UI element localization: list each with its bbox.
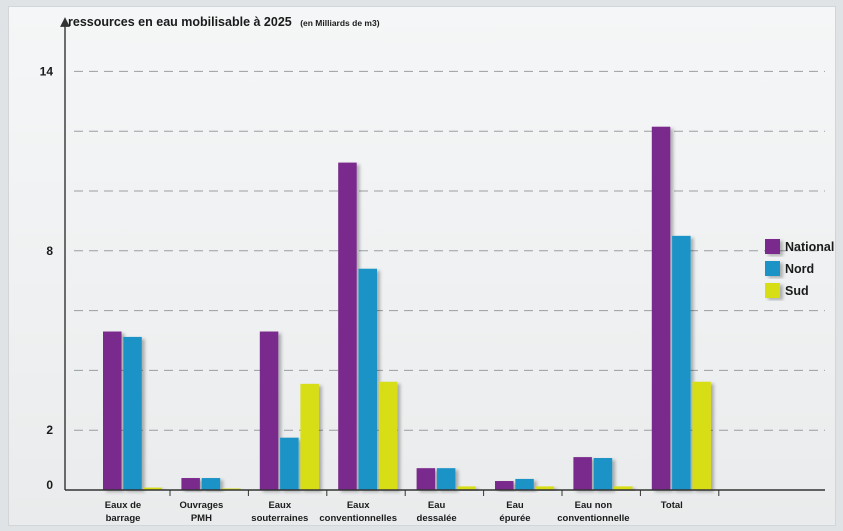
bar-nord <box>201 478 221 490</box>
bar-nord <box>436 468 456 490</box>
x-tick-label: Eaux conventionnelles <box>319 500 397 524</box>
bar-national <box>416 468 436 490</box>
bar-sud <box>300 383 319 490</box>
x-tick-label-line: Total <box>661 500 683 511</box>
bars-group <box>103 126 711 490</box>
bar-sud <box>222 488 241 490</box>
bar-national <box>651 126 671 490</box>
bar-national <box>181 478 200 490</box>
bar-nord <box>123 336 142 490</box>
legend-label-nord: Nord <box>785 262 814 276</box>
x-tick-label-line: Eaux de <box>105 500 141 511</box>
x-tick-label-line: Eau <box>506 500 524 511</box>
x-tick-marks <box>169 490 720 496</box>
y-tick-label: 2 <box>46 423 53 437</box>
x-tick-label: Eaux souterraines <box>251 500 308 524</box>
chart-title-line: ressources en eau mobilisable à 2025 (en… <box>68 13 380 30</box>
x-tick-label-line: conventionnelles <box>319 513 397 524</box>
bar-national <box>573 457 592 490</box>
bar-nord <box>358 268 377 490</box>
bar-nord <box>280 437 299 490</box>
chart-title: ressources en eau mobilisable à 2025 <box>68 15 292 29</box>
bar-nord <box>672 235 691 490</box>
x-tick-labels: Eaux de barrage Ouvrages PMH Eaux souterraine… <box>105 500 683 524</box>
bar-nord <box>593 458 613 490</box>
x-tick-label: Ouvrages PMH <box>179 500 223 524</box>
bar-nord <box>515 478 534 490</box>
x-tick-label-line: épurée <box>499 513 530 524</box>
bar-national <box>495 481 514 490</box>
bar-national <box>338 162 357 490</box>
bar-national <box>259 331 279 490</box>
legend-swatch-nord <box>765 261 780 276</box>
bar-sud <box>614 486 633 490</box>
x-tick-label: Eaux de barrage <box>105 500 141 524</box>
bar-sud <box>692 381 711 490</box>
y-tick-labels: 0 2 8 14 <box>40 64 54 492</box>
legend-swatch-sud <box>765 283 780 298</box>
gridlines <box>74 70 825 431</box>
x-tick-label-line: dessalée <box>417 513 457 524</box>
x-tick-label: Total <box>661 500 683 511</box>
x-tick-label-line: barrage <box>106 513 141 524</box>
legend-label-national: National <box>785 240 834 254</box>
x-tick-label-line: Eau <box>428 500 446 511</box>
y-tick-label: 0 <box>46 478 53 492</box>
y-tick-label: 8 <box>46 244 53 258</box>
bar-sud <box>378 381 398 490</box>
x-tick-label: Eau dessalée <box>417 500 457 524</box>
x-tick-label-line: conventionnelle <box>557 513 629 524</box>
x-tick-label-line: Ouvrages <box>179 500 223 511</box>
legend-swatch-national <box>765 239 780 254</box>
x-tick-label-line: Eau non <box>575 500 613 511</box>
bar-sud <box>457 486 476 490</box>
x-tick-label: Eau épurée <box>499 500 530 524</box>
x-tick-label-line: Eaux <box>347 500 370 511</box>
bar-sud <box>535 486 555 490</box>
x-tick-label-line: souterraines <box>251 513 308 524</box>
legend-label-sud: Sud <box>785 284 809 298</box>
chart-title-unit: (en Milliards de m3) <box>300 18 380 28</box>
x-tick-label-line: PMH <box>191 513 212 524</box>
y-tick-label: 14 <box>40 64 54 78</box>
x-tick-label-line: Eaux <box>268 500 291 511</box>
bar-national <box>103 331 122 490</box>
x-tick-label: Eau non conventionnelle <box>557 500 629 524</box>
legend: National Nord Sud <box>765 239 834 298</box>
bar-sud <box>143 487 163 490</box>
